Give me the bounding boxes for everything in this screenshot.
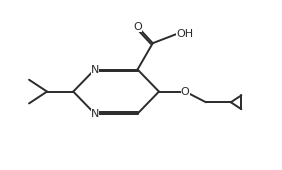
- Text: N: N: [91, 109, 99, 119]
- Text: N: N: [91, 64, 99, 74]
- Text: O: O: [181, 87, 190, 97]
- Text: O: O: [133, 22, 142, 32]
- Text: OH: OH: [176, 29, 193, 39]
